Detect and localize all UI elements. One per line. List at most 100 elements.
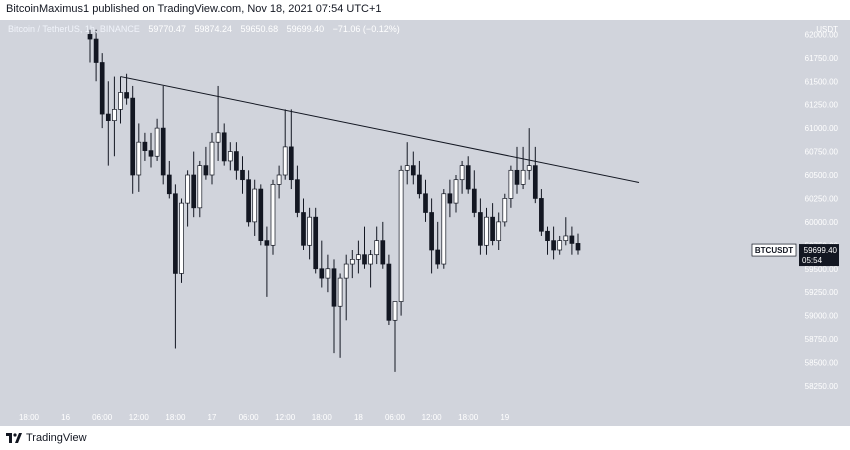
candle (112, 76, 117, 157)
candle (398, 165, 404, 316)
candle (557, 235, 563, 255)
candle-body-up (276, 174, 282, 185)
time-tick-label: 18:00 (458, 413, 479, 422)
price-tick-label: 59250.00 (805, 288, 839, 297)
candle-body-up (368, 254, 373, 265)
candle (276, 165, 282, 199)
candle-body-down (362, 254, 367, 265)
candle (185, 170, 190, 227)
time-tick-label: 12:00 (422, 413, 443, 422)
candle-body-down (130, 97, 136, 176)
candle (563, 217, 569, 246)
candle-body-down (423, 193, 428, 213)
time-tick-label: 12:00 (275, 413, 296, 422)
price-tick-label: 58750.00 (805, 335, 839, 344)
candle-body-down (258, 188, 264, 241)
candle (374, 226, 380, 265)
publish-header: BitcoinMaximus1 published on TradingView… (0, 0, 850, 20)
candle-body-down (166, 174, 172, 195)
candle-body-down (105, 113, 111, 121)
time-tick-label: 06:00 (92, 413, 113, 422)
price-tick-label: 59000.00 (805, 312, 839, 321)
candle (166, 160, 172, 199)
time-tick-label: 19 (500, 413, 509, 422)
candle (105, 81, 111, 166)
candle-body-up (136, 141, 142, 176)
candle (435, 221, 441, 269)
time-axis[interactable]: 18:00 16 06:00 12:00 18:00 17 06:00 12:00 18:00 1… (0, 407, 850, 426)
candle-body-down (575, 243, 581, 251)
candle (514, 146, 520, 194)
time-axis-bg (0, 407, 850, 426)
candle-body-up (404, 165, 410, 171)
candle-body-down (93, 38, 99, 63)
candle (508, 165, 514, 208)
descending-trendline[interactable] (120, 76, 640, 183)
candle (520, 146, 526, 190)
candle-body-down (551, 240, 556, 251)
candle (130, 85, 136, 194)
candle (441, 189, 447, 269)
symbol-title[interactable]: Bitcoin / TetherUS, 1h, BINANCE (8, 24, 140, 34)
candle (465, 156, 471, 194)
price-tag-value: 59699.40 (804, 246, 838, 255)
candle (307, 207, 312, 260)
ohlc-low: 59650.68 (240, 24, 279, 34)
candle (362, 226, 367, 269)
candle-body-up (374, 240, 380, 256)
tradingview-logo-icon (6, 433, 22, 443)
candle-body-down (465, 165, 471, 190)
candle-body-down (435, 249, 441, 265)
candle (496, 212, 502, 250)
candle-body-down (410, 165, 416, 176)
candle (136, 123, 142, 192)
candle (356, 240, 361, 274)
candle (331, 259, 337, 354)
candle-body-down (124, 92, 129, 99)
candle-body-down (313, 216, 319, 270)
candle-body-up (343, 263, 349, 279)
candle (93, 29, 99, 82)
symbol-legend[interactable]: Bitcoin / TetherUS, 1h, BINANCE 59770.47… (8, 24, 406, 34)
candle-body-up (526, 165, 532, 171)
candle (453, 175, 459, 213)
chart-area[interactable]: USDT 62000.00 61750.00 61500.00 61250.00 6100… (0, 20, 850, 426)
candle (258, 184, 264, 246)
ohlc-open: 59770.47 (148, 24, 186, 34)
candle-body-down (447, 193, 453, 204)
candle-body-down (288, 146, 294, 181)
candle (160, 85, 166, 185)
candle-body-up (179, 202, 184, 274)
candle-body-up (252, 188, 258, 223)
candle (124, 73, 129, 105)
published-by-text: BitcoinMaximus1 published on TradingView… (6, 3, 382, 15)
candle (349, 250, 355, 279)
candle (227, 142, 233, 171)
tradingview-branding[interactable]: TradingView (6, 432, 87, 444)
candle (203, 146, 209, 180)
candle-body-down (295, 179, 300, 213)
time-tick-label: 18:00 (165, 413, 186, 422)
candle-body-down (234, 151, 239, 171)
candle-body-up (325, 268, 331, 279)
candle (301, 198, 306, 250)
candle-body-up (459, 165, 465, 181)
candle-body-down (160, 127, 166, 176)
candle-body-up (496, 221, 502, 241)
candle-body-up (197, 165, 203, 209)
candle-body-down (99, 62, 105, 115)
candle-body-down (532, 165, 538, 199)
candle (410, 151, 416, 185)
candle-body-down (490, 216, 495, 241)
symbol-tag-text: BTCUSDT (755, 246, 793, 255)
candle (551, 226, 556, 260)
candle-body-up (508, 169, 514, 199)
candle-body-up (270, 184, 276, 246)
candle-body-down (240, 169, 245, 181)
price-axis-unit: USDT (816, 25, 838, 34)
candle (526, 128, 532, 180)
candle (295, 165, 300, 218)
